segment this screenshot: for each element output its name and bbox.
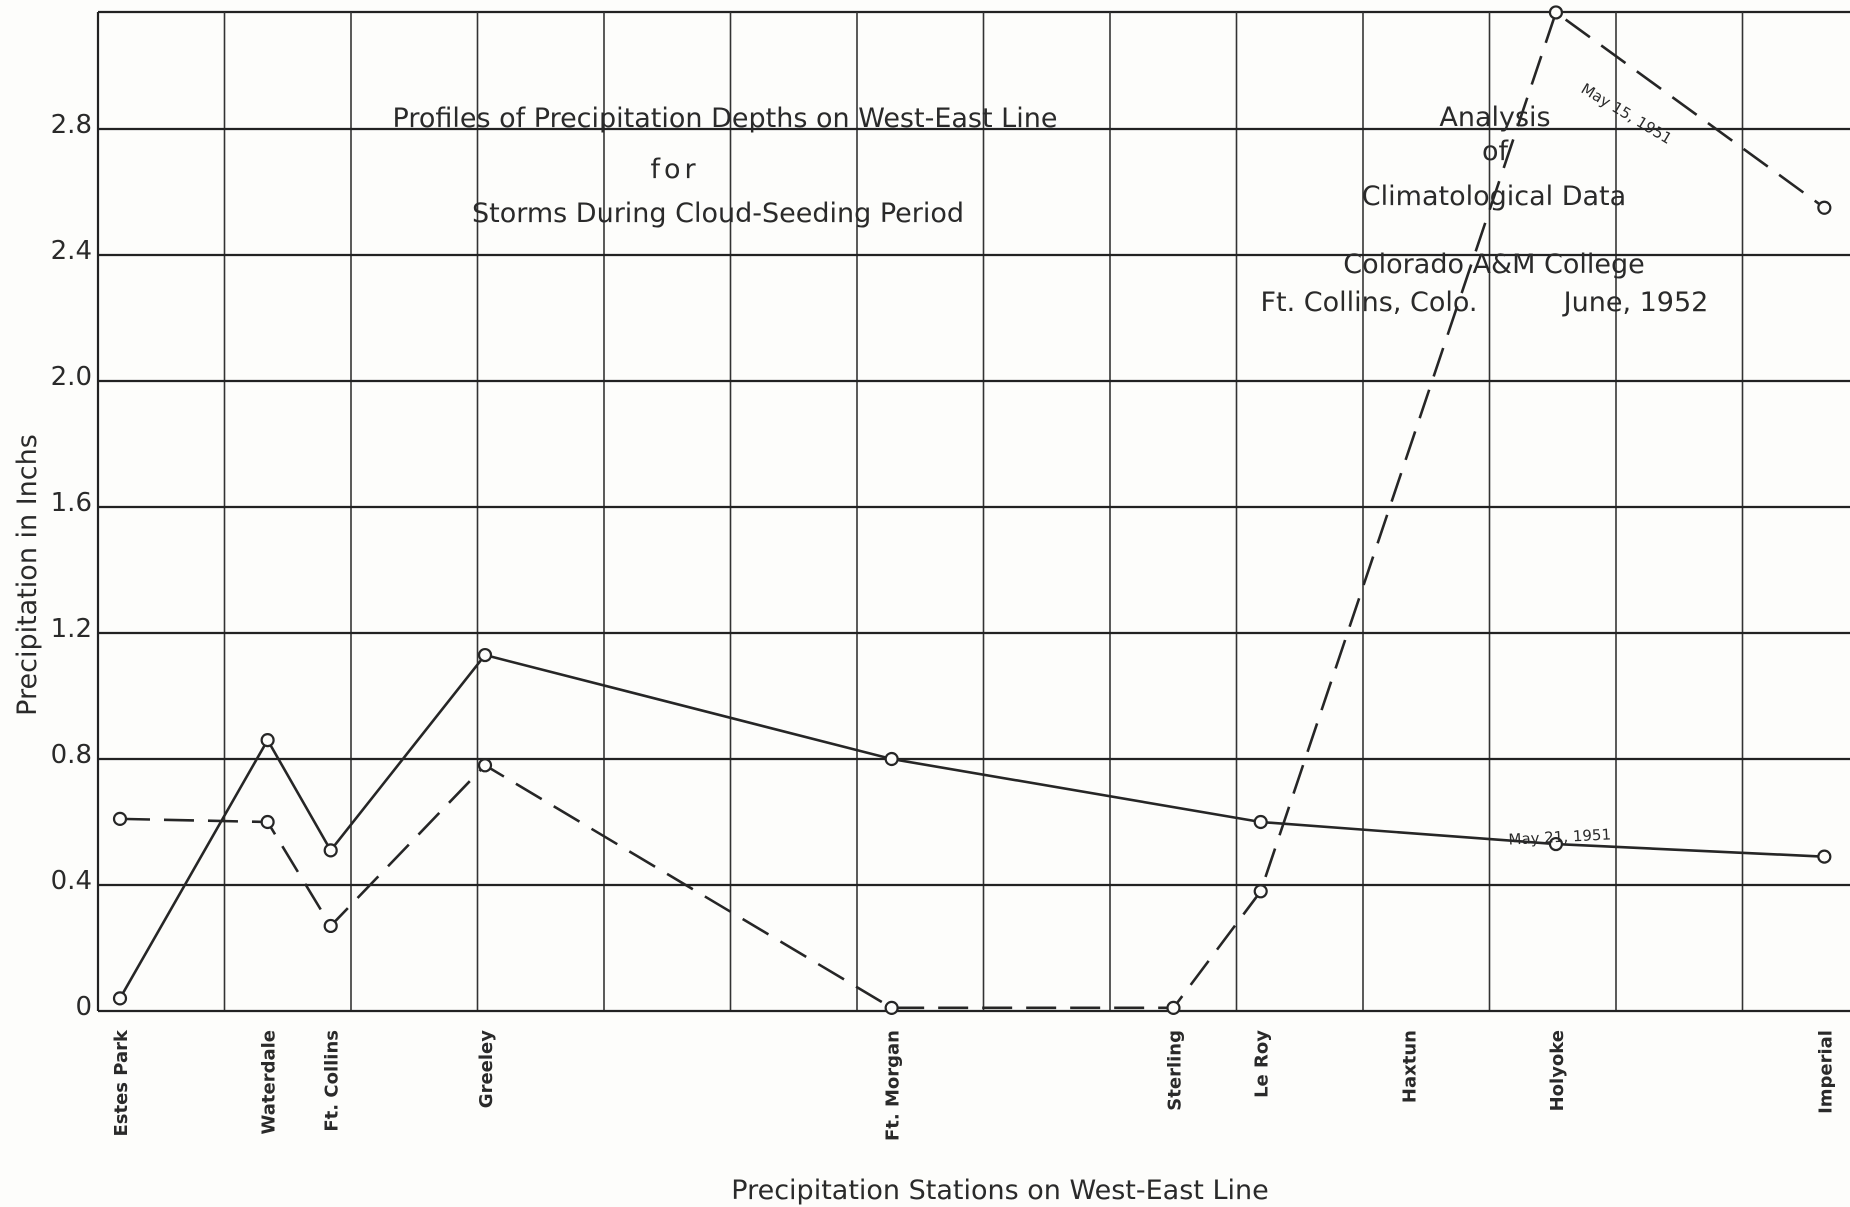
data-point (477, 647, 493, 663)
y-tick-label: 2.4 (51, 236, 92, 266)
x-tick-label: Imperial (1815, 1030, 1836, 1114)
data-point (323, 918, 338, 934)
data-point (260, 732, 275, 748)
data-point (884, 1000, 899, 1015)
location-line: Ft. Collins, Colo. (1260, 287, 1477, 318)
title-line-3: Storms During Cloud-Seeding Period (472, 198, 964, 229)
y-tick-label: 1.6 (51, 488, 92, 518)
y-axis-ticks: 0 0.4 0.8 1.2 1.6 2.0 2.4 2.8 (51, 110, 92, 1022)
x-tick-label: Le Roy (1252, 1030, 1273, 1098)
series-label: May 15, 1951 (1578, 80, 1675, 148)
data-point (1548, 836, 1564, 852)
series-label: May 21, 1951 (1508, 825, 1611, 848)
x-tick-label: Waterdale (259, 1030, 280, 1134)
x-axis-station-labels: Estes Park Waterdale Ft. Collins Greeley Ft.… (111, 1029, 1836, 1141)
x-tick-label: Ft. Morgan (883, 1030, 904, 1141)
series-line-2 (119, 11, 1826, 1010)
data-point (1817, 849, 1832, 864)
data-point (260, 814, 275, 830)
x-tick-label: Ft. Collins (322, 1030, 343, 1132)
data-point (112, 991, 128, 1006)
chart-title: Profiles of Precipitation Depths on West… (393, 103, 1058, 229)
analysis-line-2: of (1482, 136, 1510, 167)
x-tick-label: Holyoke (1547, 1030, 1568, 1111)
analysis-line-3: Climatological Data (1362, 181, 1626, 212)
data-point (1253, 814, 1268, 830)
data-point (1166, 1000, 1181, 1015)
institution-line: Colorado A&M College (1343, 249, 1644, 280)
y-tick-label: 1.2 (51, 614, 92, 644)
data-point (884, 751, 899, 767)
series-lines (118, 11, 1826, 1010)
title-line-1: Profiles of Precipitation Depths on West… (393, 103, 1058, 134)
data-point (477, 758, 493, 773)
y-axis-label: Precipitation in Inchs (12, 434, 43, 716)
data-point (323, 843, 338, 858)
series-line-1 (118, 653, 1825, 1000)
data-point (1817, 200, 1832, 215)
data-point (1548, 5, 1564, 20)
series-points: May 21, 1951 May 15, 1951 (112, 5, 1832, 1015)
y-tick-label: 2.8 (51, 110, 92, 140)
chart-grid (96, 10, 1850, 1013)
y-tick-label: 0.8 (51, 740, 92, 770)
x-tick-label: Haxtun (1399, 1030, 1420, 1103)
date-line: June, 1952 (1562, 287, 1709, 318)
data-point (1253, 884, 1268, 899)
y-tick-label: 2.0 (51, 362, 92, 392)
x-tick-label: Greeley (476, 1030, 497, 1108)
y-tick-label: 0.4 (51, 866, 92, 896)
x-tick-label: Estes Park (111, 1029, 132, 1137)
x-axis-label: Precipitation Stations on West-East Line (731, 1175, 1268, 1206)
title-line-2: for (650, 154, 699, 185)
y-tick-label: 0 (75, 992, 92, 1022)
data-point (112, 811, 128, 826)
analysis-line-1: Analysis (1439, 102, 1550, 133)
x-tick-label: Sterling (1164, 1030, 1185, 1111)
analysis-note: Analysis of Climatological Data Colorado… (1260, 102, 1708, 318)
